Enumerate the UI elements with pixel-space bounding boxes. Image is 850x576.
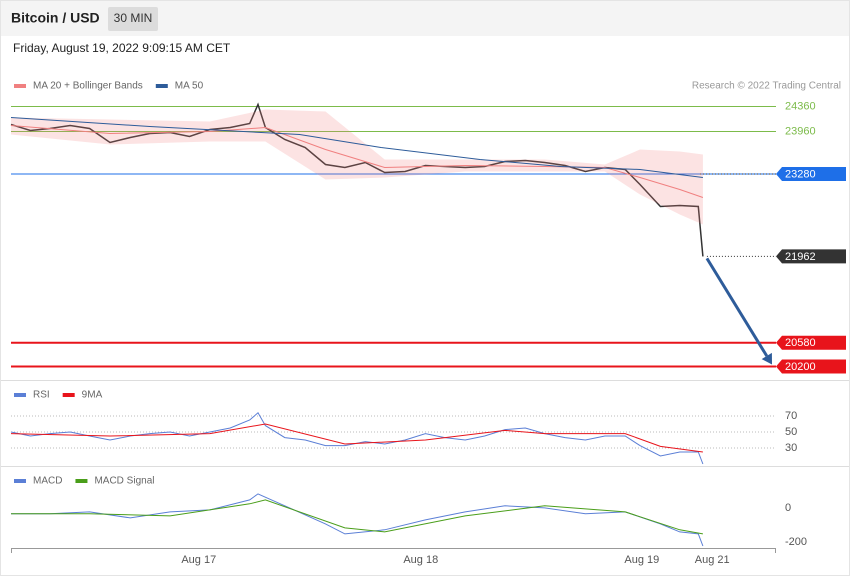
series-line (10, 412, 704, 465)
legend-swatch (155, 84, 168, 88)
level-label: 20200 (785, 361, 816, 373)
level-label: 23960 (785, 125, 816, 137)
series-line (10, 125, 704, 198)
x-tick-label: Aug 17 (181, 554, 216, 566)
level-label: 21962 (785, 251, 816, 263)
copyright: Research © 2022 Trading Central (692, 81, 841, 92)
legend-label: RSI (33, 390, 50, 401)
level-tag (776, 359, 846, 374)
level-label: 24360 (785, 100, 816, 112)
legend-label: MACD (33, 476, 62, 487)
legend-swatch (14, 393, 26, 397)
forecast-arrowhead (761, 352, 772, 365)
y-tick-label: 70 (785, 410, 797, 422)
timestamp: Friday, August 19, 2022 9:09:15 AM CET (13, 41, 231, 55)
interval-label[interactable]: 30 MIN (114, 11, 153, 25)
level-tag (776, 335, 846, 350)
x-tick-label: Aug 21 (695, 554, 730, 566)
level-tag (776, 249, 846, 264)
legend-label: MACD Signal (94, 476, 154, 487)
legend-swatch (75, 479, 88, 483)
y-tick-label: 0 (785, 502, 791, 514)
y-tick-label: -200 (785, 536, 807, 548)
interval-badge[interactable] (108, 7, 158, 31)
y-tick-label: 30 (785, 442, 797, 454)
legend-swatch (14, 84, 26, 88)
legend-label: MA 20 + Bollinger Bands (33, 81, 143, 92)
legend-label: 9MA (82, 390, 103, 401)
bollinger-band (11, 109, 703, 225)
instrument-title: Bitcoin / USD (11, 10, 100, 26)
legend-swatch (14, 479, 26, 483)
level-tag (776, 167, 846, 181)
x-tick-label: Aug 18 (403, 554, 438, 566)
x-tick-label: Aug 19 (624, 554, 659, 566)
y-tick-label: 50 (785, 426, 797, 438)
level-label: 23280 (785, 168, 816, 180)
legend-label: MA 50 (175, 81, 204, 92)
series-line (10, 423, 703, 453)
series-line (11, 493, 704, 547)
forecast-arrow (705, 257, 769, 357)
legend-swatch (62, 393, 75, 397)
level-label: 20580 (785, 337, 816, 349)
series-line (11, 499, 703, 535)
series-line (10, 117, 703, 178)
